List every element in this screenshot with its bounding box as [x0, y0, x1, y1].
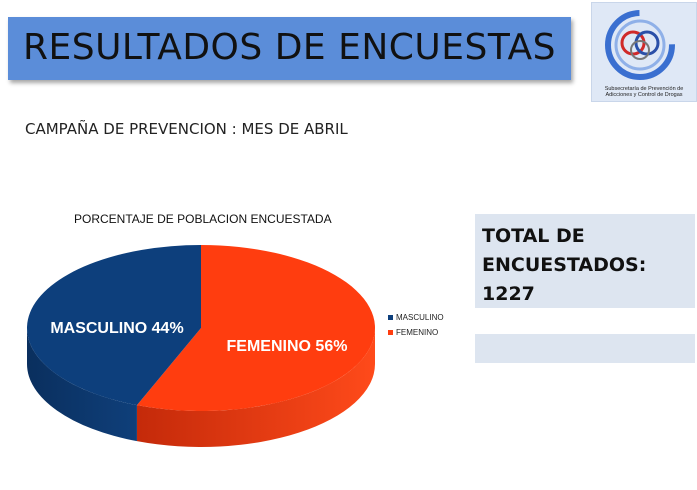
- legend-label-masculino: MASCULINO: [396, 313, 444, 322]
- data-label-femenino: FEMENINO 56%: [227, 338, 348, 355]
- title-banner: RESULTADOS DE ENCUESTAS: [8, 17, 571, 80]
- empty-info-box: [475, 334, 695, 363]
- legend-item-masculino: MASCULINO: [388, 310, 444, 325]
- legend-swatch-masculino: [388, 315, 393, 320]
- organization-logo: Subsecretaría de Prevención de Adiccione…: [591, 2, 697, 102]
- legend-item-femenino: FEMENINO: [388, 325, 444, 340]
- chart-legend: MASCULINO FEMENINO: [388, 310, 444, 340]
- legend-swatch-femenino: [388, 330, 393, 335]
- pie-side-masculino: [26, 328, 137, 442]
- logo-caption: Subsecretaría de Prevención de Adiccione…: [604, 86, 684, 98]
- total-respondents-box: TOTAL DE ENCUESTADOS: 1227: [475, 214, 695, 308]
- pie-slice-femenino: [136, 245, 375, 411]
- data-label-masculino: MASCULINO 44%: [50, 320, 183, 337]
- legend-label-femenino: FEMENINO: [396, 328, 439, 337]
- chart-title: PORCENTAJE DE POBLACION ENCUESTADA: [74, 212, 332, 226]
- pie-side-femenino: [136, 328, 375, 447]
- pie-slice-masculino: [26, 245, 202, 406]
- campaign-subtitle: CAMPAÑA DE PREVENCION : MES DE ABRIL: [25, 120, 348, 138]
- page-title: RESULTADOS DE ENCUESTAS: [22, 27, 557, 68]
- logo-emblem-icon: [605, 10, 675, 80]
- total-respondents-text: TOTAL DE ENCUESTADOS: 1227: [482, 225, 647, 305]
